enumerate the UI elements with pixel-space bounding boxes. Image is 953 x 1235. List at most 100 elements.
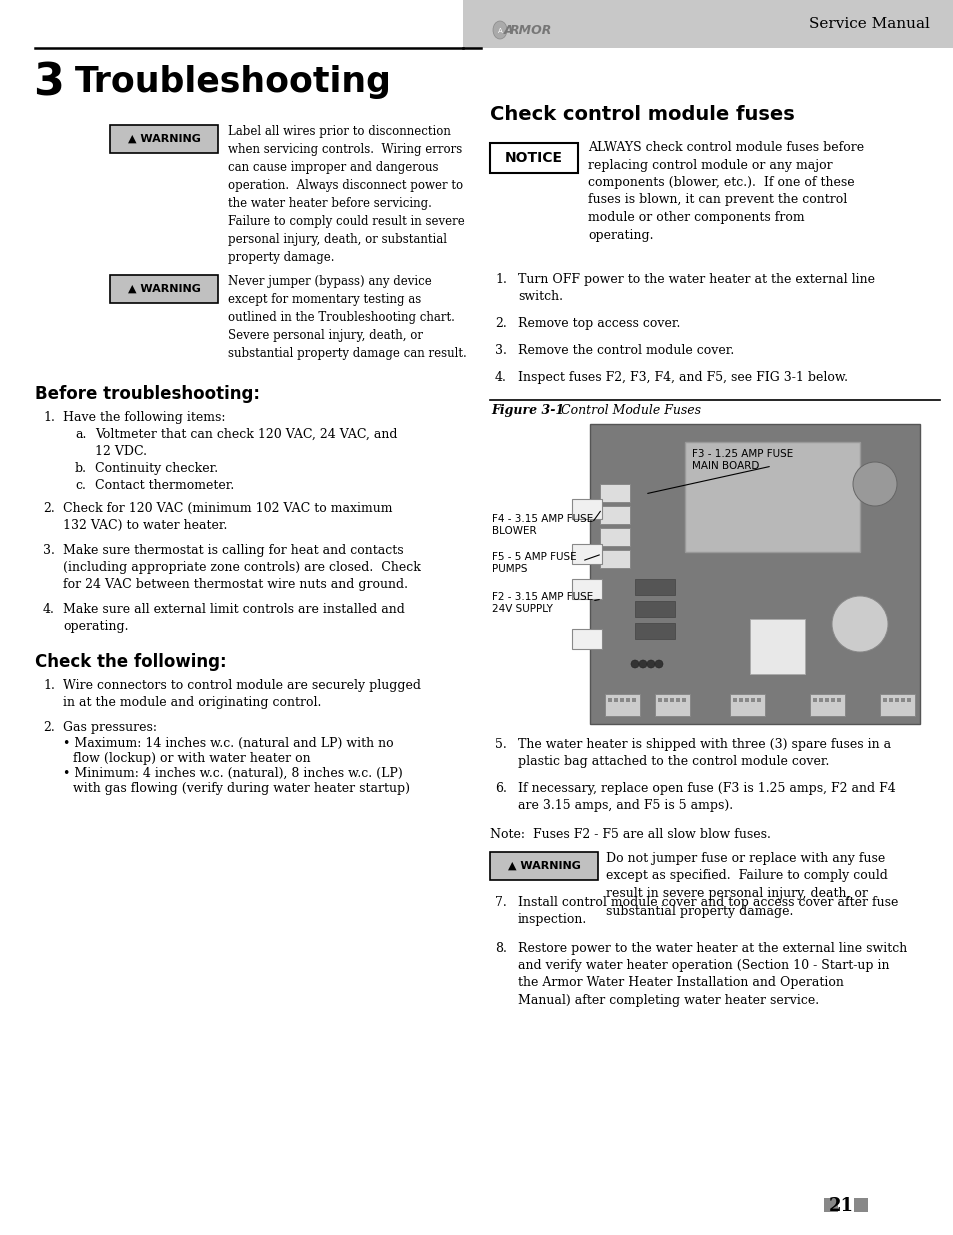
Bar <box>809 694 844 716</box>
Bar <box>744 698 748 701</box>
Bar <box>757 698 760 701</box>
Bar <box>669 698 673 701</box>
Circle shape <box>630 659 639 668</box>
Text: If necessary, replace open fuse (F3 is 1.25 amps, F2 and F4
are 3.15 amps, and F: If necessary, replace open fuse (F3 is 1… <box>517 782 895 813</box>
Bar <box>655 694 689 716</box>
Bar <box>589 424 919 724</box>
Bar <box>490 143 578 173</box>
Text: Check for 120 VAC (minimum 102 VAC to maximum
132 VAC) to water heater.: Check for 120 VAC (minimum 102 VAC to ma… <box>63 501 392 532</box>
Text: 1.: 1. <box>495 273 506 287</box>
Bar <box>900 698 904 701</box>
Bar <box>729 694 764 716</box>
Text: 2.: 2. <box>43 501 54 515</box>
Text: A: A <box>503 23 513 37</box>
Bar <box>619 698 623 701</box>
Bar <box>635 579 675 595</box>
Text: • Minimum: 4 inches w.c. (natural), 8 inches w.c. (LP): • Minimum: 4 inches w.c. (natural), 8 in… <box>63 767 402 781</box>
Text: A: A <box>497 28 502 35</box>
Text: Note:  Fuses F2 - F5 are all slow blow fuses.: Note: Fuses F2 - F5 are all slow blow fu… <box>490 827 770 841</box>
Bar <box>462 0 953 48</box>
Text: ▲ WARNING: ▲ WARNING <box>507 861 579 871</box>
Text: 21: 21 <box>827 1197 853 1215</box>
Text: RMOR: RMOR <box>510 23 552 37</box>
Bar <box>818 698 822 701</box>
Text: 2.: 2. <box>43 721 54 734</box>
Text: 7.: 7. <box>495 897 506 909</box>
Text: Gas pressures:: Gas pressures: <box>63 721 157 734</box>
Text: c.: c. <box>75 479 86 492</box>
Bar <box>658 698 661 701</box>
Text: ▲ WARNING: ▲ WARNING <box>128 284 200 294</box>
Bar <box>572 499 601 519</box>
Text: Check the following:: Check the following: <box>35 653 227 671</box>
Text: 2.: 2. <box>495 317 506 330</box>
Text: Contact thermometer.: Contact thermometer. <box>95 479 234 492</box>
Bar <box>750 698 754 701</box>
Text: Restore power to the water heater at the external line switch
and verify water h: Restore power to the water heater at the… <box>517 942 906 1007</box>
Text: Before troubleshooting:: Before troubleshooting: <box>35 385 260 403</box>
Bar <box>684 442 859 552</box>
Text: F5 - 5 AMP FUSE
PUMPS: F5 - 5 AMP FUSE PUMPS <box>492 552 576 574</box>
Bar <box>882 698 886 701</box>
Text: 6.: 6. <box>495 782 506 795</box>
Text: 1.: 1. <box>43 679 55 692</box>
Bar <box>853 1198 867 1212</box>
Bar <box>599 529 629 546</box>
Text: 1.: 1. <box>43 411 55 424</box>
Bar <box>607 698 612 701</box>
Text: Never jumper (bypass) any device
except for momentary testing as
outlined in the: Never jumper (bypass) any device except … <box>228 275 466 359</box>
Ellipse shape <box>493 21 506 40</box>
Text: F4 - 3.15 AMP FUSE
BLOWER: F4 - 3.15 AMP FUSE BLOWER <box>492 514 593 536</box>
Text: 4.: 4. <box>43 603 55 616</box>
Bar <box>739 698 742 701</box>
Bar <box>906 698 910 701</box>
Text: 3.: 3. <box>43 543 55 557</box>
Text: Control Module Fuses: Control Module Fuses <box>553 404 700 417</box>
Text: The water heater is shipped with three (3) spare fuses in a
plastic bag attached: The water heater is shipped with three (… <box>517 739 890 768</box>
Bar <box>490 852 598 881</box>
Text: F2 - 3.15 AMP FUSE
24V SUPPLY: F2 - 3.15 AMP FUSE 24V SUPPLY <box>492 592 593 614</box>
Bar <box>635 601 675 618</box>
Circle shape <box>655 659 662 668</box>
Circle shape <box>852 462 896 506</box>
Bar <box>110 275 218 303</box>
Text: flow (lockup) or with water heater on: flow (lockup) or with water heater on <box>73 752 311 764</box>
Text: Have the following items:: Have the following items: <box>63 411 225 424</box>
Circle shape <box>831 597 887 652</box>
Text: Service Manual: Service Manual <box>808 17 929 31</box>
Bar <box>894 698 898 701</box>
Bar <box>599 506 629 524</box>
Text: Inspect fuses F2, F3, F4, and F5, see FIG 3-1 below.: Inspect fuses F2, F3, F4, and F5, see FI… <box>517 370 847 384</box>
Bar <box>663 698 667 701</box>
Text: Continuity checker.: Continuity checker. <box>95 462 218 475</box>
Bar <box>732 698 737 701</box>
Bar <box>572 629 601 650</box>
Text: 5.: 5. <box>495 739 506 751</box>
Text: ▲ WARNING: ▲ WARNING <box>128 135 200 144</box>
Circle shape <box>639 659 646 668</box>
Text: • Maximum: 14 inches w.c. (natural and LP) with no: • Maximum: 14 inches w.c. (natural and L… <box>63 737 394 750</box>
Text: Make sure thermostat is calling for heat and contacts
(including appropriate zon: Make sure thermostat is calling for heat… <box>63 543 420 592</box>
Bar <box>604 694 639 716</box>
Text: NOTICE: NOTICE <box>504 151 562 165</box>
Text: 3.: 3. <box>495 345 506 357</box>
Bar <box>879 694 914 716</box>
Bar <box>614 698 618 701</box>
Text: Label all wires prior to disconnection
when servicing controls.  Wiring errors
c: Label all wires prior to disconnection w… <box>228 125 464 264</box>
Bar <box>676 698 679 701</box>
Bar <box>572 579 601 599</box>
Text: Wire connectors to control module are securely plugged
in at the module and orig: Wire connectors to control module are se… <box>63 679 420 709</box>
Bar <box>681 698 685 701</box>
Bar <box>830 698 834 701</box>
Bar <box>631 698 636 701</box>
Bar <box>824 698 828 701</box>
Bar <box>599 484 629 501</box>
Text: Make sure all external limit controls are installed and
operating.: Make sure all external limit controls ar… <box>63 603 404 634</box>
Circle shape <box>646 659 655 668</box>
Bar <box>812 698 816 701</box>
Bar <box>823 1198 837 1212</box>
Text: 3: 3 <box>33 62 64 105</box>
Text: Remove the control module cover.: Remove the control module cover. <box>517 345 734 357</box>
Text: Turn OFF power to the water heater at the external line
switch.: Turn OFF power to the water heater at th… <box>517 273 874 304</box>
Bar <box>110 125 218 153</box>
